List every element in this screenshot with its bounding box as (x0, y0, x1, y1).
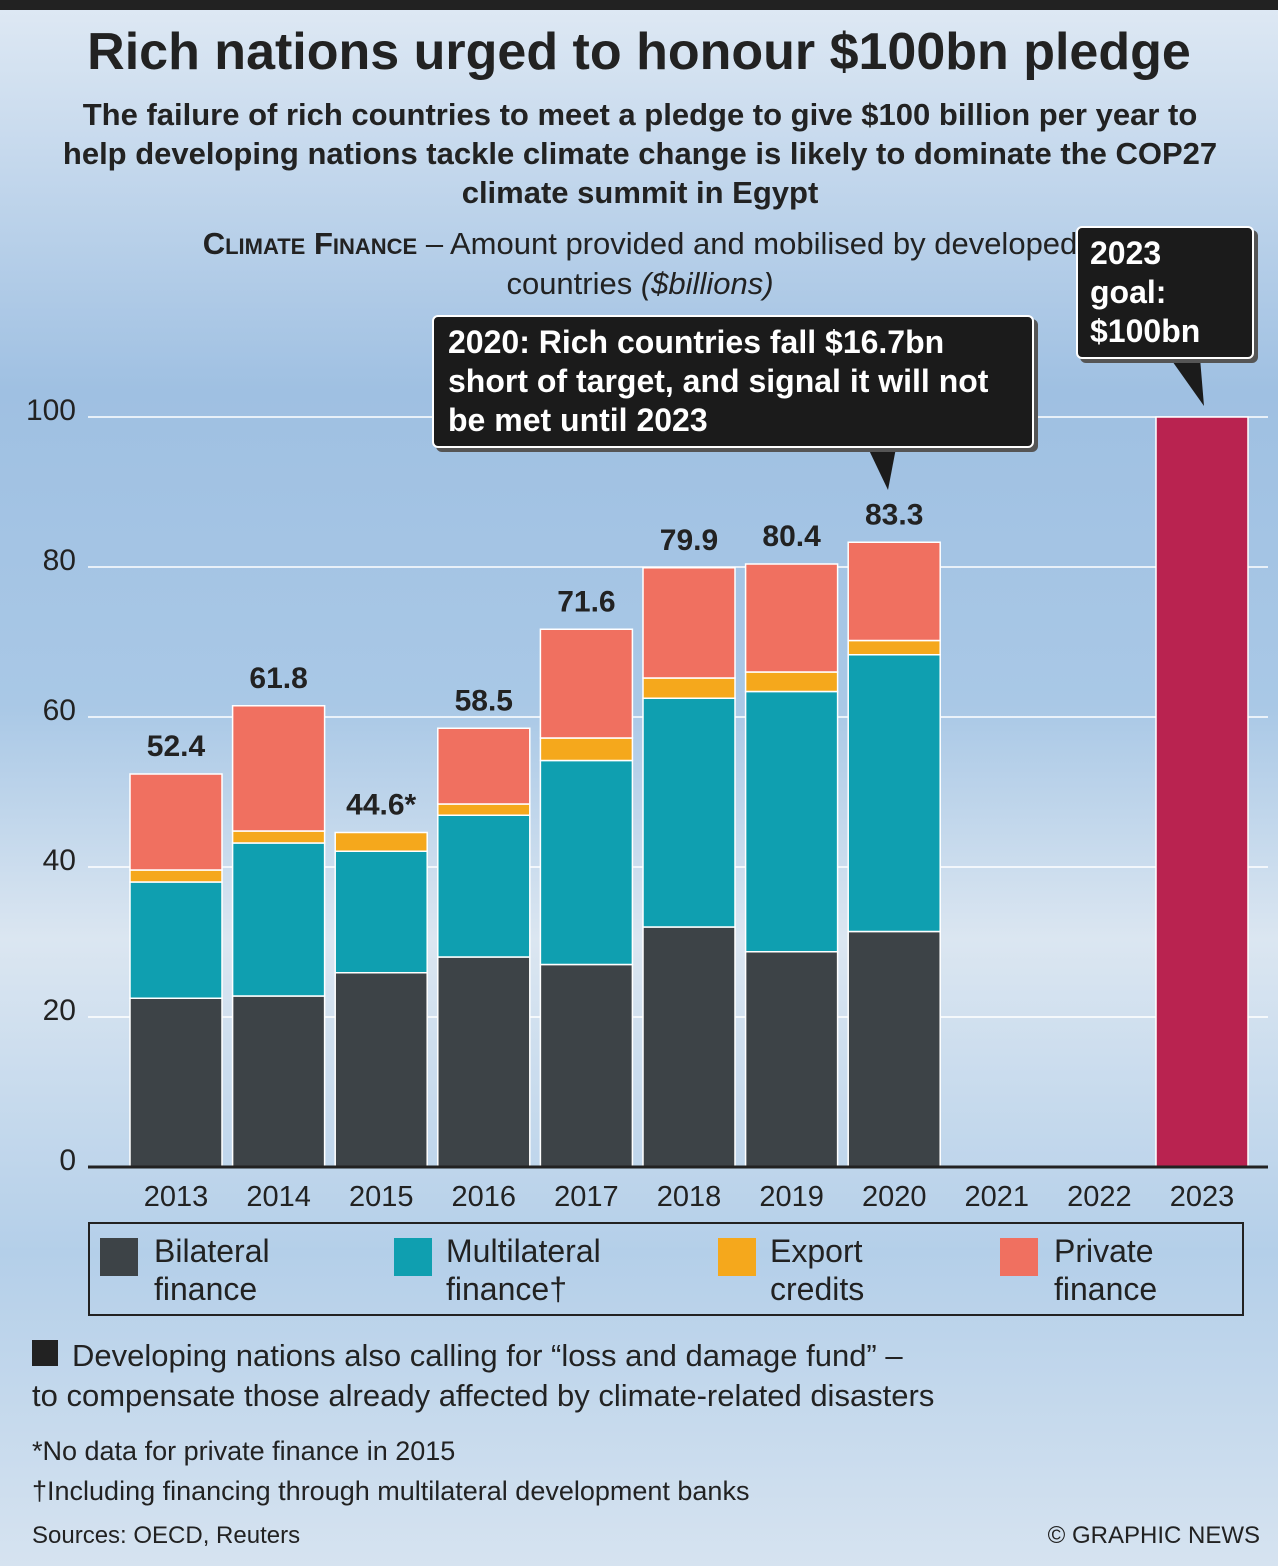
y-tick-label: 100 (26, 394, 76, 427)
x-tick-label-2023: 2023 (1170, 1181, 1235, 1213)
chart-subtitle: The failure of rich countries to meet a … (62, 97, 1218, 210)
x-tick-label-2014: 2014 (246, 1181, 311, 1213)
legend-swatch-multilateral (394, 1238, 432, 1276)
bar-segment-export-credits-2015 (334, 831, 428, 852)
bar-segment-multilateral-finance--2013 (129, 881, 223, 999)
bar-segment-private-finance-2019 (744, 563, 839, 673)
heading-bold: Climate Finance (202, 226, 418, 261)
bar-segment-export-credits-2013 (129, 869, 223, 883)
bar-segment-bilateral-finance-2020 (847, 930, 941, 1168)
bar-segment-multilateral-finance--2018 (642, 697, 736, 928)
x-tick-label-2017: 2017 (554, 1181, 619, 1213)
legend-label: Private (1054, 1233, 1154, 1269)
x-tick-label-2016: 2016 (452, 1181, 517, 1213)
bar-segment-multilateral-finance--2019 (744, 690, 839, 953)
bar-segment-export-credits-2018 (642, 677, 736, 699)
legend-swatch-private (1000, 1238, 1038, 1276)
x-tick-label-2020: 2020 (862, 1181, 927, 1213)
heading-unit: ($billions) (640, 266, 774, 301)
sources: Sources: OECD, Reuters (32, 1522, 301, 1549)
callout-goal: 2023 goal: $100bn (1076, 226, 1254, 359)
data-label-2018: 79.9 (660, 524, 718, 557)
legend-label: Multilateral (446, 1233, 601, 1269)
y-tick-label: 0 (59, 1144, 76, 1177)
data-label-2015: 44.6* (346, 789, 416, 822)
bar-segment-bilateral-finance-2016 (437, 956, 531, 1168)
x-tick-label-2021: 2021 (965, 1181, 1030, 1213)
data-label-2013: 52.4 (147, 730, 206, 763)
chart-title: Rich nations urged to honour $100bn pled… (87, 23, 1191, 81)
y-tick-label: 60 (43, 694, 76, 727)
callout-pointer-2020 (868, 448, 896, 490)
bar-segment-bilateral-finance-2019 (744, 951, 839, 1168)
legend-label: finance† (446, 1271, 567, 1307)
legend-export: Export credits (770, 1232, 864, 1308)
bar-segment-private-finance-2013 (129, 773, 223, 871)
bar-segment-multilateral-finance--2015 (334, 850, 428, 974)
y-tick-label: 40 (43, 844, 76, 877)
bar-segment-export-credits-2014 (231, 830, 326, 844)
chart-heading: Climate Finance – Amount provided and mo… (200, 224, 1080, 304)
bar-segment-2023-goal-2023 (1155, 416, 1249, 1168)
legend-label: finance (1054, 1271, 1158, 1307)
legend-label: credits (770, 1271, 865, 1307)
data-label-2017: 71.6 (557, 585, 615, 618)
bar-segment-export-credits-2017 (539, 737, 634, 762)
bar-segment-export-credits-2020 (847, 639, 941, 656)
footnote-2015: *No data for private finance in 2015 (32, 1436, 456, 1466)
y-tick-label: 20 (43, 994, 76, 1027)
bar-segment-multilateral-finance--2016 (437, 814, 531, 958)
data-label-2014: 61.8 (249, 662, 307, 695)
data-label-2019: 80.4 (762, 520, 821, 553)
bar-segment-multilateral-finance--2020 (847, 654, 941, 933)
legend-label: finance (154, 1271, 258, 1307)
bar-segment-bilateral-finance-2018 (642, 926, 736, 1168)
bar-segment-bilateral-finance-2017 (539, 963, 634, 1168)
note-line1: Developing nations also calling for “los… (72, 1338, 903, 1373)
bar-segment-private-finance-2020 (847, 541, 941, 642)
x-tick-label-2018: 2018 (657, 1181, 722, 1213)
x-tick-label-2019: 2019 (759, 1181, 824, 1213)
x-tick-label-2013: 2013 (144, 1181, 209, 1213)
legend-multilateral: Multilateral finance† (446, 1232, 601, 1308)
bar-segment-bilateral-finance-2013 (129, 997, 223, 1168)
bar-segment-export-credits-2016 (437, 803, 531, 816)
credit: © GRAPHIC NEWS (1047, 1522, 1260, 1549)
y-tick-label: 80 (43, 544, 76, 577)
legend-label: Bilateral (154, 1233, 270, 1269)
bar-segment-export-credits-2019 (744, 671, 839, 693)
bar-segment-private-finance-2017 (539, 628, 634, 739)
bar-segment-private-finance-2016 (437, 727, 531, 805)
top-bar (0, 0, 1278, 10)
bullet-square-icon (32, 1340, 58, 1366)
legend: Bilateral finance Multilateral finance† Ex… (88, 1222, 1244, 1316)
bar-segment-private-finance-2014 (231, 705, 326, 832)
data-label-2020: 83.3 (865, 498, 923, 531)
legend-private: Private finance (1054, 1232, 1157, 1308)
bar-segment-bilateral-finance-2015 (334, 972, 428, 1168)
x-tick-label-2015: 2015 (349, 1181, 414, 1213)
data-label-2016: 58.5 (455, 684, 513, 717)
x-tick-label-2022: 2022 (1067, 1181, 1132, 1213)
legend-bilateral: Bilateral finance (154, 1232, 270, 1308)
bar-segment-private-finance-2018 (642, 567, 736, 679)
bar-segment-bilateral-finance-2014 (231, 995, 326, 1168)
callout-2020: 2020: Rich countries fall $16.7bn short … (432, 315, 1034, 448)
bar-segment-multilateral-finance--2017 (539, 759, 634, 966)
legend-swatch-bilateral (100, 1238, 138, 1276)
note-line2: to compensate those already affected by … (32, 1378, 935, 1413)
callout-pointer-goal (1170, 358, 1204, 406)
loss-damage-note: Developing nations also calling for “los… (32, 1336, 934, 1416)
footnote-multilateral: †Including financing through multilatera… (32, 1476, 750, 1506)
legend-label: Export (770, 1233, 863, 1269)
legend-swatch-export (718, 1238, 756, 1276)
bar-segment-multilateral-finance--2014 (231, 842, 326, 997)
heading-rest: – Amount provided and mobilised by devel… (417, 226, 1078, 301)
